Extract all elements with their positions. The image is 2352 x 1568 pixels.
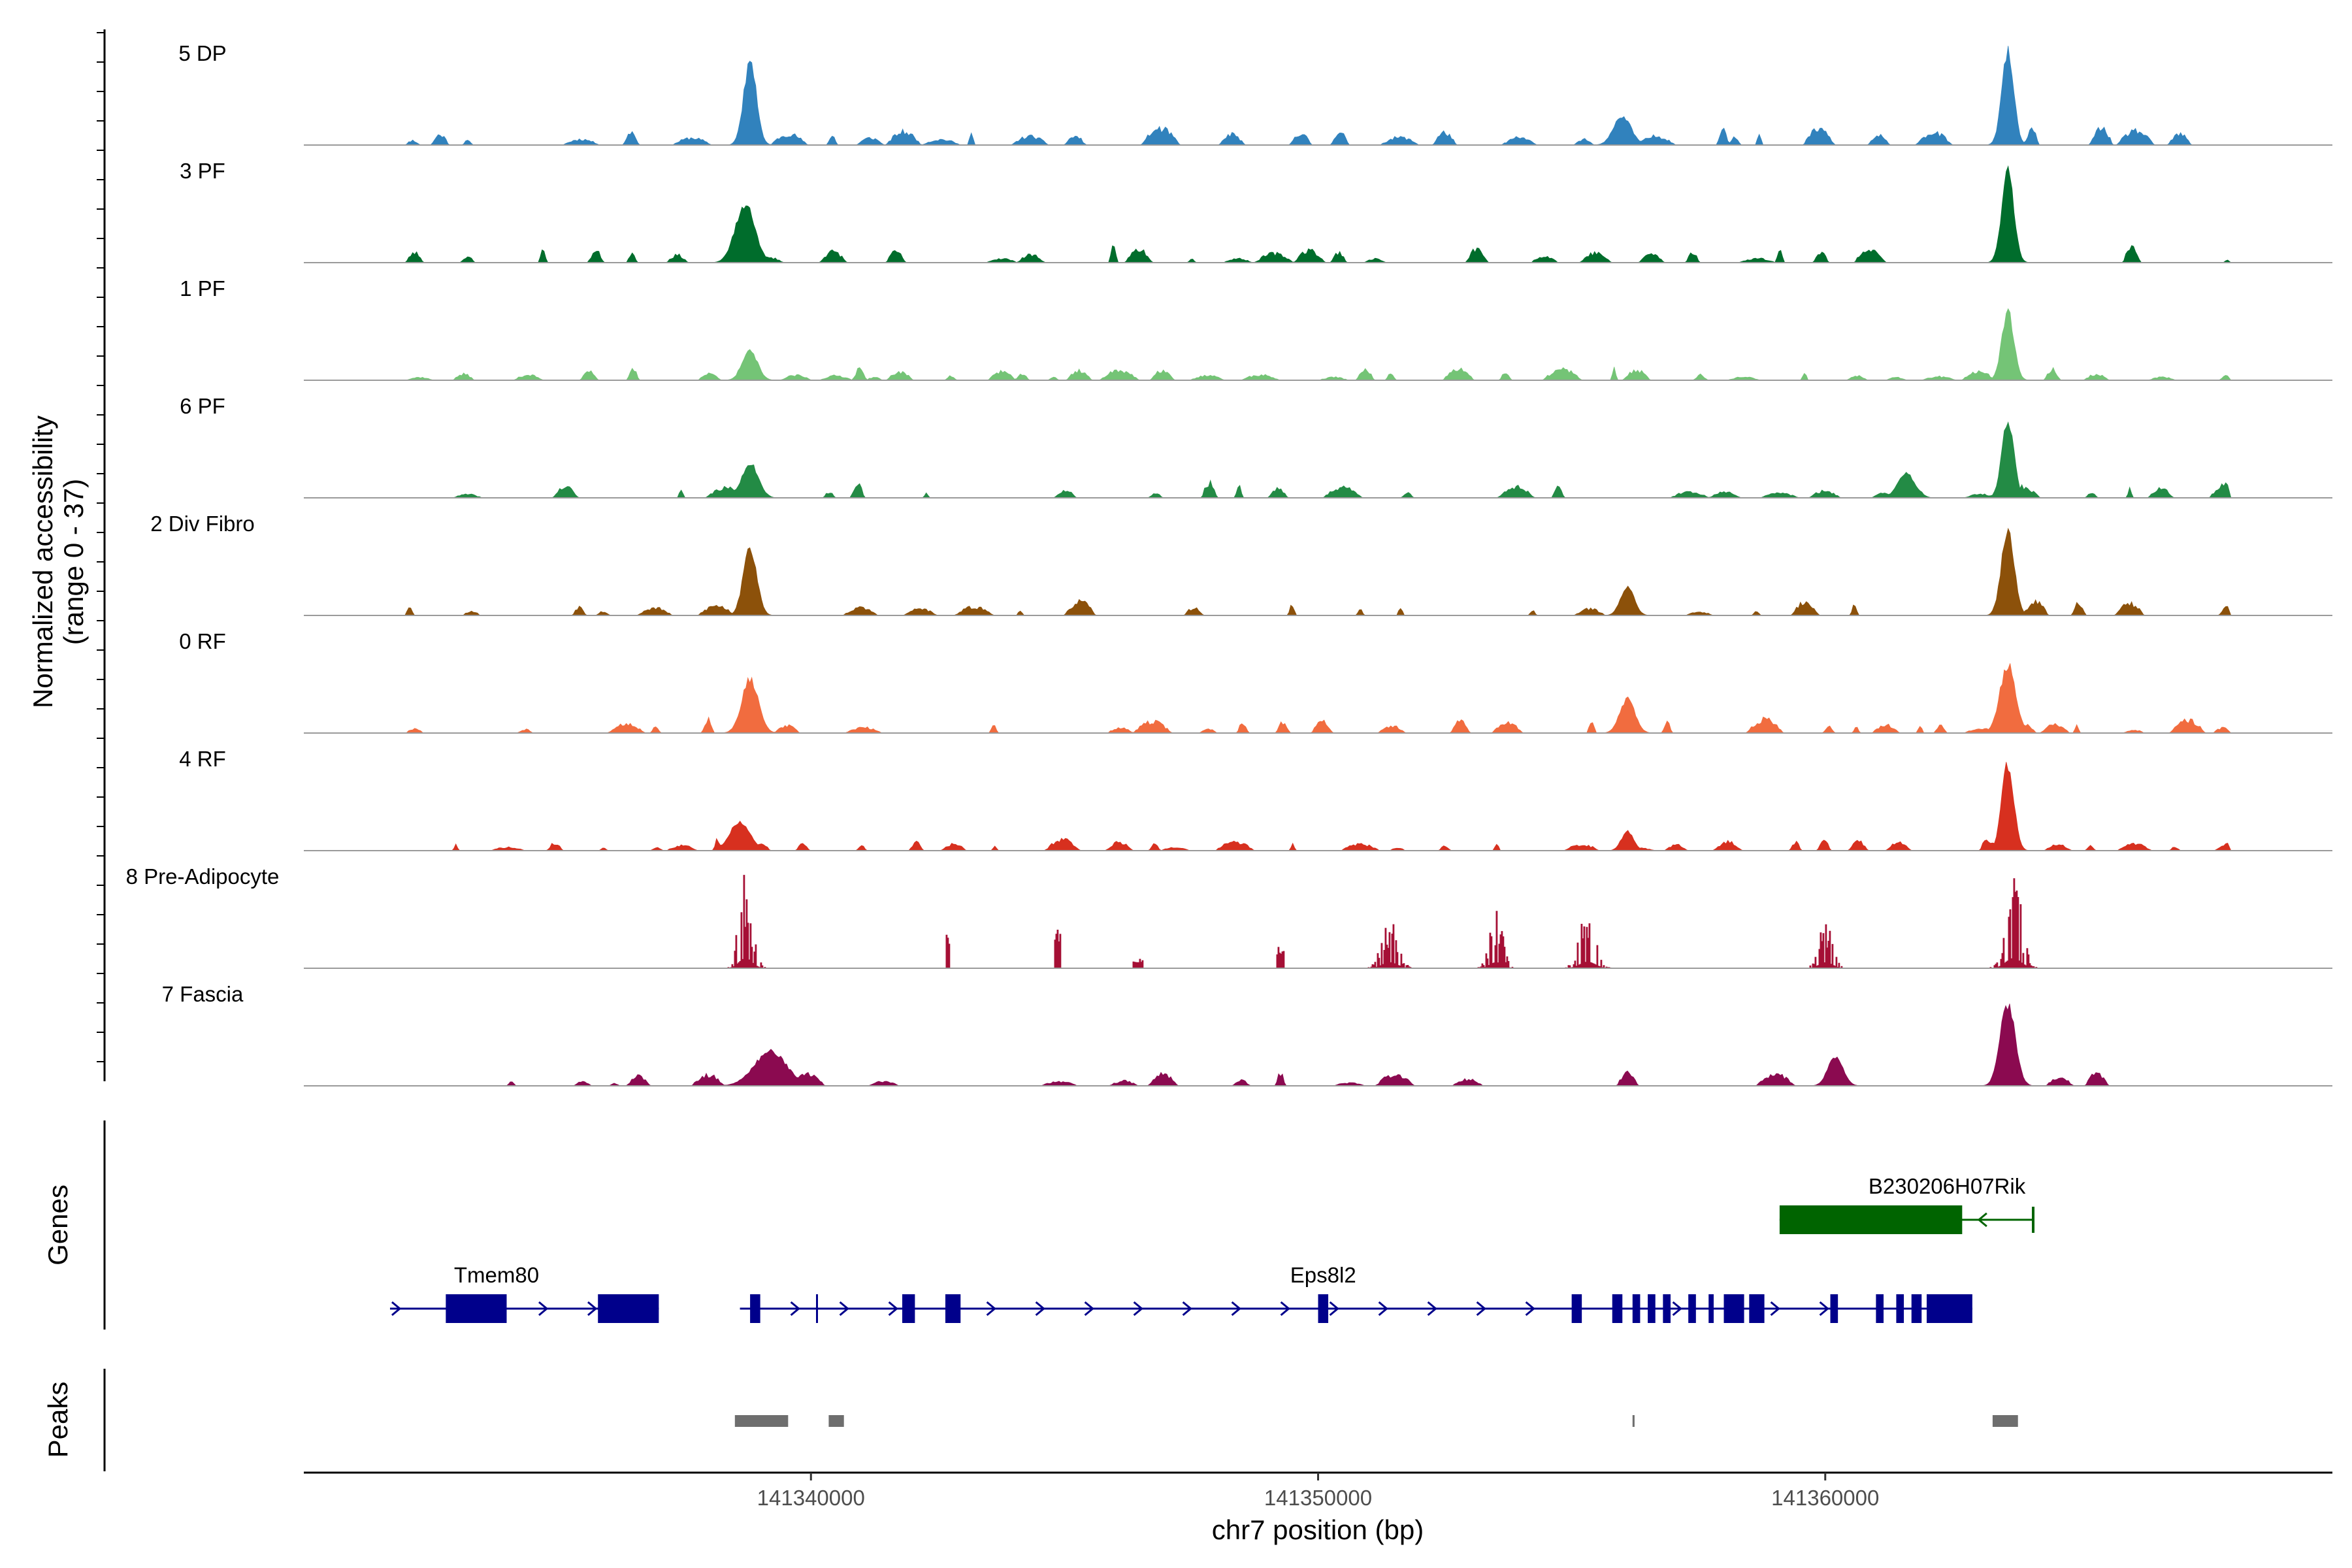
strand-chevron-icon: [391, 1301, 402, 1316]
genes-panel-title: Genes: [42, 1184, 73, 1266]
gene-label: Eps8l2: [1290, 1263, 1356, 1287]
gene-exon: [750, 1294, 760, 1323]
strand-chevron-icon: [1476, 1301, 1486, 1316]
gene-exon: [1318, 1294, 1329, 1323]
track-coverage-area: [395, 762, 2232, 851]
track-coverage-area: [395, 527, 2232, 616]
strand-chevron-icon: [1133, 1301, 1143, 1316]
track-coverage-area: [395, 308, 2232, 381]
x-axis-tick-label: 141360000: [1771, 1486, 1879, 1510]
strand-chevron-icon: [1378, 1301, 1388, 1316]
track-coverage-area: [455, 875, 2231, 969]
gene-exon: [816, 1294, 819, 1323]
track-3-pf: 3 PF: [180, 159, 2332, 263]
track-4-rf: 4 RF: [179, 747, 2332, 851]
track-coverage-area: [395, 46, 2231, 146]
strand-chevron-icon: [1035, 1301, 1045, 1316]
strand-chevron-icon: [839, 1301, 849, 1316]
gene-exon: [1830, 1294, 1838, 1323]
track-label: 3 PF: [180, 159, 225, 183]
track-8-pre-adipocyte: 8 Pre-Adipocyte: [126, 864, 2332, 969]
track-coverage-area: [395, 165, 2232, 263]
strand-chevron-icon: [1672, 1301, 1682, 1316]
gene-exon: [1571, 1294, 1582, 1323]
track-6-pf: 6 PF: [180, 394, 2332, 498]
y-axis-range-label: (range 0 - 37): [58, 479, 89, 645]
x-axis-tick-label: 141340000: [757, 1486, 865, 1510]
strand-chevron-icon: [1770, 1301, 1780, 1316]
strand-chevron-icon: [888, 1301, 898, 1316]
gene-b230206h07rik: B230206H07Rik: [1779, 1174, 2035, 1234]
track-label: 8 Pre-Adipocyte: [126, 864, 280, 889]
track-2-div-fibro: 2 Div Fibro: [150, 512, 2332, 616]
gene-exon: [1648, 1294, 1656, 1323]
gene-exon: [598, 1294, 659, 1323]
coverage-y-axis-ticks: [97, 32, 105, 1062]
gene-label: Tmem80: [454, 1263, 539, 1287]
track-1-pf: 1 PF: [180, 276, 2332, 381]
gene-exon: [1896, 1294, 1904, 1323]
gene-exon: [1612, 1294, 1623, 1323]
strand-chevron-icon: [1329, 1301, 1339, 1316]
peak-region: [734, 1415, 789, 1427]
peak-region: [1992, 1415, 2018, 1427]
track-label: 6 PF: [180, 394, 225, 418]
gene-exon: [1632, 1294, 1641, 1323]
gene-exon: [446, 1294, 507, 1323]
strand-chevron-icon: [1977, 1212, 1987, 1228]
gene-exon: [1927, 1294, 1972, 1323]
y-axis-title: Normalized accessibility: [27, 416, 58, 708]
gene-exon: [1663, 1294, 1671, 1323]
track-5-dp: 5 DP: [178, 41, 2332, 146]
gene-tmem80: Tmem80: [389, 1263, 659, 1323]
gene-exon: [1779, 1205, 1963, 1234]
track-label: 7 Fascia: [162, 982, 244, 1006]
track-label: 2 Div Fibro: [150, 512, 255, 536]
strand-chevron-icon: [1819, 1301, 1829, 1316]
strand-chevron-icon: [1231, 1301, 1241, 1316]
gene-exon: [1911, 1294, 1922, 1323]
strand-chevron-icon: [790, 1301, 800, 1316]
peaks-panel-title: Peaks: [42, 1382, 73, 1458]
track-coverage-area: [497, 1004, 2231, 1086]
x-axis-tick-label: 141350000: [1264, 1486, 1372, 1510]
peak-region: [828, 1415, 844, 1427]
strand-chevron-icon: [587, 1301, 598, 1316]
gene-exon: [1688, 1294, 1696, 1323]
x-axis-ticks: 141340000 141350000 141360000: [757, 1473, 1879, 1510]
track-7-fascia: 7 Fascia: [162, 982, 2332, 1086]
gene-annotation-track: B230206H07Rik Tmem80 Eps8l2: [389, 1174, 2035, 1323]
gene-exon: [1708, 1294, 1714, 1323]
strand-chevron-icon: [1525, 1301, 1535, 1316]
gene-exon: [1723, 1294, 1744, 1323]
track-label: 1 PF: [180, 276, 225, 301]
peaks-track: [734, 1415, 2018, 1427]
gene-exon: [1876, 1294, 1884, 1323]
gene-exon: [1749, 1294, 1765, 1323]
strand-chevron-icon: [538, 1301, 549, 1316]
gene-eps8l2: Eps8l2: [740, 1263, 1972, 1323]
coverage-tracks: 5 DP 3 PF 1 PF 6 PF 2 Div Fibro 0 RF 4 RF 8 Pre…: [126, 41, 2332, 1086]
track-coverage-area: [395, 421, 2232, 498]
strand-chevron-icon: [1182, 1301, 1192, 1316]
strand-chevron-icon: [1280, 1301, 1290, 1316]
gene-exon: [945, 1294, 961, 1323]
gene-exon: [902, 1294, 915, 1323]
track-0-rf: 0 RF: [179, 629, 2332, 734]
track-label: 4 RF: [179, 747, 226, 771]
track-label: 0 RF: [179, 629, 226, 653]
x-axis-title: chr7 position (bp): [1212, 1514, 1424, 1545]
strand-chevron-icon: [986, 1301, 996, 1316]
track-coverage-area: [395, 663, 2232, 734]
track-label: 5 DP: [178, 41, 226, 65]
strand-chevron-icon: [1084, 1301, 1094, 1316]
gene-label: B230206H07Rik: [1869, 1174, 2026, 1198]
strand-chevron-icon: [1427, 1301, 1437, 1316]
peak-region: [1632, 1415, 1635, 1427]
